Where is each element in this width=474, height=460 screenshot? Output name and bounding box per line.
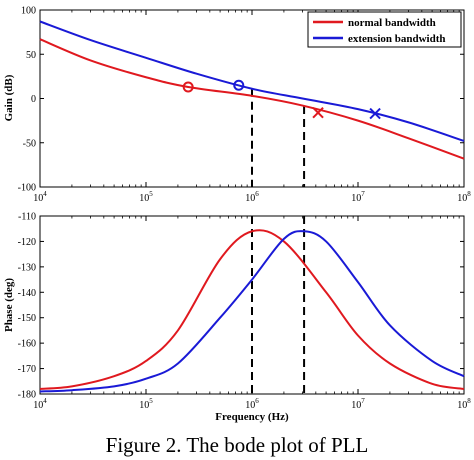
series-line-normal: [39, 229, 465, 390]
gain-ylabel: Gain (dB): [3, 74, 15, 121]
x-tick-label: 107: [351, 190, 365, 204]
y-tick-label: -120: [18, 237, 36, 248]
series-line-extension: [39, 230, 465, 393]
phase-xlabel: Frequency (Hz): [215, 411, 289, 423]
y-tick-label: 0: [31, 94, 36, 105]
y-tick-label: -170: [18, 364, 36, 375]
circle-marker: [233, 79, 245, 91]
gain-markers: [182, 79, 381, 120]
cross-marker: [312, 106, 324, 119]
circle-marker: [182, 81, 194, 93]
x-tick-label: 104: [33, 190, 47, 204]
y-tick-label: -50: [23, 138, 36, 149]
y-tick-label: 100: [21, 6, 36, 17]
x-tick-label: 106: [245, 190, 259, 204]
x-tick-label: 107: [351, 397, 365, 411]
phase-panel: Phase (deg) Frequency (Hz) -110-120-130-…: [3, 212, 471, 424]
x-tick-label: 108: [457, 397, 471, 411]
cross-marker: [369, 107, 381, 120]
legend-label-normal: normal bandwidth: [348, 17, 436, 29]
x-tick-label: 104: [33, 397, 47, 411]
series-line-extension: [39, 20, 465, 142]
y-tick-label: -160: [18, 339, 36, 350]
series-line-normal: [39, 38, 465, 160]
y-tick-label: -140: [18, 288, 36, 299]
legend: normal bandwidth extension bandwidth: [307, 11, 462, 48]
phase-vlines: [251, 216, 306, 394]
y-tick-label: -100: [18, 183, 36, 194]
y-tick-label: -110: [18, 212, 36, 223]
x-tick-label: 108: [457, 190, 471, 204]
y-tick-label: 50: [26, 50, 36, 61]
legend-box: [307, 11, 462, 48]
gain-series: [39, 20, 465, 160]
legend-label-extension: extension bandwidth: [348, 33, 446, 45]
figure-caption: Figure 2. The bode plot of PLL: [106, 433, 369, 457]
y-tick-label: -150: [18, 313, 36, 324]
y-tick-label: -180: [18, 390, 36, 401]
x-tick-label: 105: [139, 190, 153, 204]
x-tick-label: 106: [245, 397, 259, 411]
gain-vlines: [251, 88, 306, 187]
phase-ylabel: Phase (deg): [3, 278, 15, 332]
x-tick-label: 105: [139, 397, 153, 411]
y-tick-label: -130: [18, 262, 36, 273]
phase-series: [39, 229, 465, 393]
